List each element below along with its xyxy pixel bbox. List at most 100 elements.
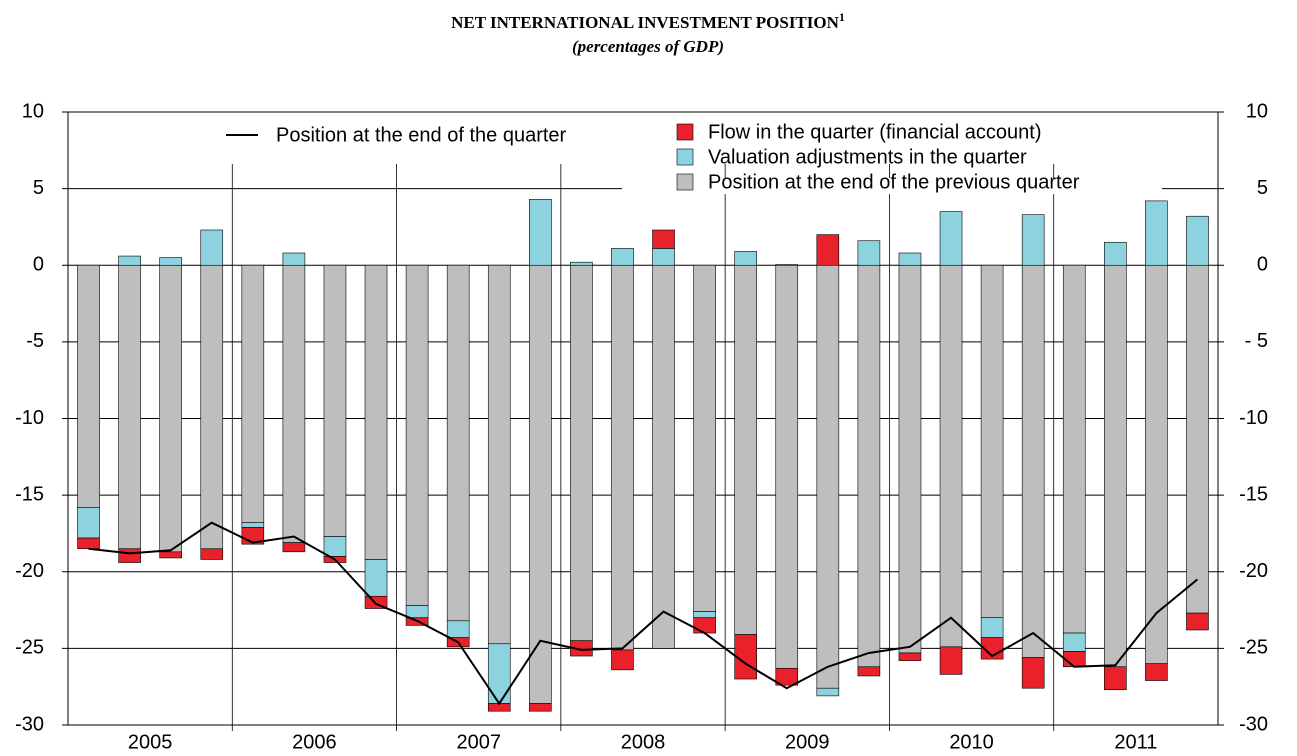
bar-segment	[734, 251, 757, 266]
bar-segment	[200, 264, 224, 550]
bar-segment	[118, 264, 141, 550]
bar-segment	[1104, 666, 1127, 691]
x-tick-label: 2008	[621, 731, 666, 753]
y2-tick-label: - 5	[1245, 330, 1268, 352]
bar-segment	[364, 559, 388, 597]
bar-segment	[323, 264, 347, 537]
bar-segment	[1186, 264, 1209, 614]
y2-tick-label: 5	[1257, 177, 1268, 199]
x-tick-label: 2009	[785, 731, 830, 753]
bar-segment	[570, 261, 593, 266]
x-tick-label: 2010	[949, 731, 994, 753]
legend-bg	[622, 178, 1162, 194]
bar-segment	[939, 264, 963, 648]
bar-segment	[118, 548, 141, 563]
bar-segment	[1062, 632, 1086, 652]
bar-segment	[775, 264, 799, 669]
bar-segment	[857, 240, 881, 266]
y-tick-label: -5	[26, 330, 44, 352]
bar-segment	[857, 264, 881, 668]
bar-segment	[898, 652, 922, 661]
bar-segment	[1145, 264, 1168, 665]
y-tick-label: -15	[15, 483, 44, 505]
bar-segment	[159, 551, 182, 559]
y2-tick-label: -10	[1239, 407, 1268, 429]
y-tick-label: -20	[15, 560, 44, 582]
bar-segment	[1104, 241, 1127, 266]
bar-segment	[200, 229, 224, 266]
bar-segment	[775, 264, 799, 266]
bar-segment	[241, 522, 265, 528]
legend-swatch	[676, 173, 694, 191]
plot-frame	[67, 111, 1219, 726]
bar-segment	[529, 703, 552, 712]
y-tick-label: 5	[33, 177, 44, 199]
y-tick-label: 0	[33, 254, 44, 276]
bar-segment	[77, 264, 100, 508]
bar-segment	[282, 542, 306, 553]
bar-segment	[323, 536, 347, 557]
bar-segment	[487, 643, 511, 704]
bar-segment	[405, 605, 429, 619]
bar-segment	[1186, 612, 1209, 631]
chart-subtitle: (percentages of GDP)	[572, 37, 724, 56]
bar-segment	[693, 611, 716, 619]
bar-segment	[857, 666, 881, 677]
title-note: 1	[839, 10, 845, 24]
bar-segment	[775, 667, 799, 686]
bar-segment	[652, 248, 675, 266]
bar-segment	[611, 649, 634, 671]
bar-segment	[611, 248, 634, 266]
bar-segment	[1104, 264, 1127, 668]
x-tick-label: 2011	[1114, 731, 1157, 753]
legend-swatch	[676, 123, 694, 141]
y-tick-label: -10	[15, 407, 44, 429]
bar-segment	[1145, 663, 1168, 681]
bar-segment	[939, 211, 963, 266]
y2-tick-label: -25	[1239, 637, 1268, 659]
bar-segment	[611, 264, 634, 651]
x-tick-label: 2006	[292, 731, 337, 753]
y-tick-label: -30	[15, 713, 44, 735]
y-tick-label: 10	[22, 100, 44, 122]
x-tick-label: 2007	[456, 731, 501, 753]
y-tick-label: -25	[15, 637, 44, 659]
bar-segment	[159, 257, 182, 266]
bar-segment	[282, 264, 306, 543]
bar-segment	[446, 264, 470, 622]
bar-segment	[898, 264, 922, 654]
y2-tick-label: 0	[1257, 254, 1268, 276]
y2-tick-label: 10	[1246, 100, 1268, 122]
bar-segment	[898, 252, 922, 266]
bar-segment	[693, 264, 716, 612]
line	[88, 521, 1199, 706]
bar-segment	[816, 264, 840, 689]
bar-segment	[816, 234, 840, 266]
bar-segment	[1062, 651, 1086, 668]
legend-swatch	[676, 148, 694, 166]
bar-segment	[282, 252, 306, 266]
bar-segment	[693, 617, 716, 634]
legend-label: Valuation adjustments in the quarter	[708, 146, 1027, 168]
legend-label: Flow in the quarter (financial account)	[708, 121, 1042, 143]
bar-segment	[816, 687, 840, 697]
bar-segment	[652, 229, 675, 249]
bar-segment	[652, 264, 675, 649]
chart-title: NET INTERNATIONAL INVESTMENT POSITION1	[451, 10, 845, 32]
bar-segment	[159, 264, 182, 553]
bar-segment	[405, 264, 429, 606]
y2-tick-label: -20	[1239, 560, 1268, 582]
bar-segment	[529, 199, 552, 266]
bar-segment	[1062, 264, 1086, 634]
bar-segment	[939, 646, 963, 675]
bar-segment	[1145, 200, 1168, 266]
legend-label: Position at the end of the previous quar…	[708, 171, 1080, 193]
bar-segment	[241, 264, 265, 524]
bar-segment	[446, 620, 470, 638]
bar-segment	[487, 264, 511, 645]
bar-segment	[1021, 657, 1045, 689]
title-text: NET INTERNATIONAL INVESTMENT POSITION	[451, 13, 840, 32]
bar-segment	[529, 264, 552, 704]
legend-label: Position at the end of the quarter	[276, 124, 567, 146]
